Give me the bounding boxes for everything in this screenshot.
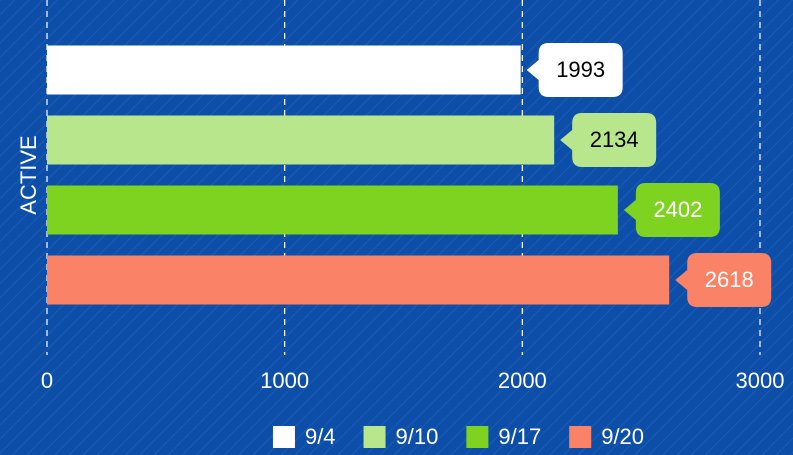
x-tick-label: 1000 (260, 368, 309, 393)
value-callout (526, 43, 623, 97)
legend-label: 9/10 (396, 424, 439, 449)
value-label: 1993 (556, 57, 605, 82)
value-callout (675, 253, 772, 307)
legend-label: 9/17 (498, 424, 541, 449)
value-callout (623, 183, 720, 237)
bar (47, 45, 521, 95)
legend-swatch (363, 426, 386, 448)
x-tick-label: 0 (41, 368, 53, 393)
legend-label: 9/20 (601, 424, 644, 449)
legend-label: 9/4 (305, 424, 336, 449)
axis-label: ACTIVE (16, 135, 41, 214)
legend-swatch (272, 426, 295, 448)
value-label: 2134 (590, 127, 639, 152)
legend-swatch (466, 426, 489, 448)
bar (47, 185, 618, 235)
value-label: 2618 (705, 267, 754, 292)
x-tick-label: 2000 (498, 368, 547, 393)
legend-swatch (569, 426, 592, 448)
legend: 9/4 9/10 9/17 9/20 (272, 424, 644, 449)
value-label: 2402 (653, 197, 702, 222)
value-callout (560, 113, 657, 167)
x-tick-label: 3000 (736, 368, 785, 393)
bar (47, 115, 555, 165)
bar (47, 255, 670, 305)
